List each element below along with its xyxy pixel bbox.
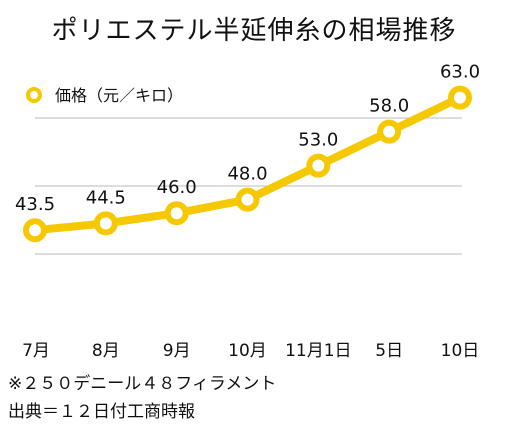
data-point xyxy=(235,187,260,212)
data-point xyxy=(306,153,331,178)
data-label: 44.5 xyxy=(86,187,126,208)
data-label: 63.0 xyxy=(440,62,480,83)
legend-label: 価格（元／キロ） xyxy=(55,86,183,105)
x-tick-label: 5日 xyxy=(375,341,403,361)
data-point xyxy=(93,211,118,236)
source-note: 出典＝１２日付工商時報 xyxy=(8,402,195,422)
x-tick-label: 11月1日 xyxy=(285,341,351,361)
data-point xyxy=(164,201,189,226)
data-point xyxy=(448,85,472,110)
chart-notes: ※２５０デニール４８フィラメント 出典＝１２日付工商時報 xyxy=(8,370,276,426)
chart-title: ポリエステル半延伸糸の相場推移 xyxy=(51,16,457,46)
x-tick-label: 9月 xyxy=(163,341,191,361)
data-point xyxy=(377,119,402,144)
x-tick-label: 10日 xyxy=(441,341,480,361)
data-point xyxy=(23,218,47,243)
spec-note: ※２５０デニール４８フィラメント xyxy=(8,374,277,394)
legend-marker xyxy=(26,87,42,103)
data-label: 58.0 xyxy=(369,96,409,117)
x-tick-label: 10月 xyxy=(228,341,267,361)
data-label: 48.0 xyxy=(227,164,267,185)
x-tick-label: 7月 xyxy=(22,341,50,361)
data-label: 53.0 xyxy=(298,130,338,151)
data-label: 46.0 xyxy=(157,177,197,198)
x-tick-label: 8月 xyxy=(92,341,120,361)
data-label: 43.5 xyxy=(15,194,55,215)
